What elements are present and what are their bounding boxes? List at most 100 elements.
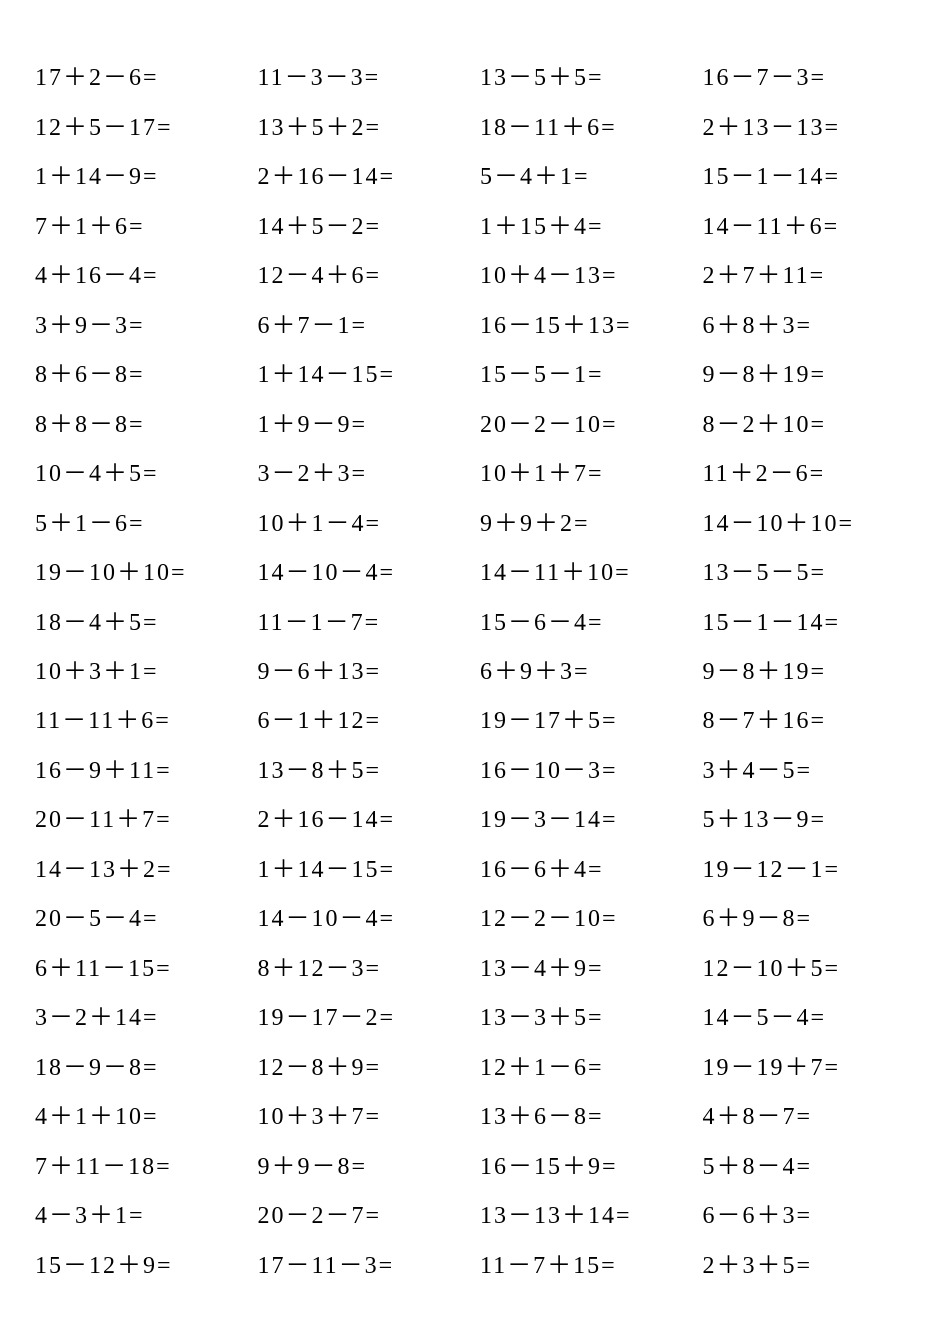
- math-problem: 6－1＋12=: [258, 693, 466, 742]
- math-problem: 1＋14－15=: [258, 347, 466, 396]
- math-problem: 15－12＋9=: [35, 1238, 243, 1287]
- math-problem: 14＋5－2=: [258, 198, 466, 247]
- math-problem: 8＋12－3=: [258, 941, 466, 990]
- math-problem: 16－15＋9=: [480, 1139, 688, 1188]
- math-problem: 15－6－4=: [480, 594, 688, 643]
- math-problem: 6＋9－8=: [703, 891, 911, 940]
- math-problem: 17－11－3=: [258, 1238, 466, 1287]
- math-problem: 18－4＋5=: [35, 594, 243, 643]
- math-problem: 3＋4－5=: [703, 743, 911, 792]
- math-problem: 4＋16－4=: [35, 248, 243, 297]
- math-problem: 13－5＋5=: [480, 50, 688, 99]
- math-problem: 20－11＋7=: [35, 792, 243, 841]
- math-problem: 15－1－14=: [703, 149, 911, 198]
- math-problem: 4＋8－7=: [703, 1089, 911, 1138]
- math-problem: 16－15＋13=: [480, 297, 688, 346]
- math-problem: 14－5－4=: [703, 990, 911, 1039]
- math-problem: 8＋8－8=: [35, 396, 243, 445]
- math-problem: 6＋7－1=: [258, 297, 466, 346]
- math-problem: 9＋9＋2=: [480, 495, 688, 544]
- math-problem: 16－6＋4=: [480, 842, 688, 891]
- math-problem: 12－2－10=: [480, 891, 688, 940]
- math-problem: 9＋9－8=: [258, 1139, 466, 1188]
- math-problem: 3－2＋3=: [258, 446, 466, 495]
- math-problem: 8＋6－8=: [35, 347, 243, 396]
- math-problem: 1＋14－9=: [35, 149, 243, 198]
- math-problem: 2＋16－14=: [258, 149, 466, 198]
- math-problem: 2＋13－13=: [703, 99, 911, 148]
- math-problem: 14－10＋10=: [703, 495, 911, 544]
- math-problem: 4－3＋1=: [35, 1188, 243, 1237]
- math-problem: 19－17－2=: [258, 990, 466, 1039]
- math-problem: 13－3＋5=: [480, 990, 688, 1039]
- math-problem: 5＋1－6=: [35, 495, 243, 544]
- math-problem: 11＋2－6=: [703, 446, 911, 495]
- math-problem: 7＋1＋6=: [35, 198, 243, 247]
- math-problem: 11－7＋15=: [480, 1238, 688, 1287]
- math-problem: 10＋1－4=: [258, 495, 466, 544]
- math-problem: 9－8＋19=: [703, 347, 911, 396]
- math-problem: 8－7＋16=: [703, 693, 911, 742]
- math-problem: 20－5－4=: [35, 891, 243, 940]
- math-problem: 12－10＋5=: [703, 941, 911, 990]
- math-problem: 19－17＋5=: [480, 693, 688, 742]
- math-problem: 14－10－4=: [258, 545, 466, 594]
- math-problem: 2＋7＋11=: [703, 248, 911, 297]
- math-problem: 1＋15＋4=: [480, 198, 688, 247]
- math-problem: 13＋6－8=: [480, 1089, 688, 1138]
- math-problem: 11－11＋6=: [35, 693, 243, 742]
- math-problem: 12－4＋6=: [258, 248, 466, 297]
- math-problem: 11－3－3=: [258, 50, 466, 99]
- math-problem: 20－2－7=: [258, 1188, 466, 1237]
- math-problem: 13－4＋9=: [480, 941, 688, 990]
- math-problem: 14－11＋10=: [480, 545, 688, 594]
- math-problem: 10＋3＋1=: [35, 644, 243, 693]
- math-problem: 12＋1－6=: [480, 1040, 688, 1089]
- math-problem: 14－10－4=: [258, 891, 466, 940]
- math-problem: 5＋8－4=: [703, 1139, 911, 1188]
- math-problem: 13－5－5=: [703, 545, 911, 594]
- math-problem: 14－13＋2=: [35, 842, 243, 891]
- math-problem: 5－4＋1=: [480, 149, 688, 198]
- math-problem: 12＋5－17=: [35, 99, 243, 148]
- math-problem: 6－6＋3=: [703, 1188, 911, 1237]
- math-problem: 15－5－1=: [480, 347, 688, 396]
- math-problem: 9－8＋19=: [703, 644, 911, 693]
- math-problem: 19－19＋7=: [703, 1040, 911, 1089]
- math-problem: 13－8＋5=: [258, 743, 466, 792]
- math-problem: 10＋4－13=: [480, 248, 688, 297]
- math-problem: 16－10－3=: [480, 743, 688, 792]
- math-problem: 18－11＋6=: [480, 99, 688, 148]
- math-problem: 6＋8＋3=: [703, 297, 911, 346]
- math-problem: 4＋1＋10=: [35, 1089, 243, 1138]
- math-problem: 5＋13－9=: [703, 792, 911, 841]
- math-problem: 17＋2－6=: [35, 50, 243, 99]
- math-problem: 19－10＋10=: [35, 545, 243, 594]
- math-worksheet-grid: 17＋2－6=12＋5－17=1＋14－9=7＋1＋6=4＋16－4=3＋9－3…: [35, 50, 910, 1287]
- math-problem: 7＋11－18=: [35, 1139, 243, 1188]
- math-problem: 8－2＋10=: [703, 396, 911, 445]
- math-problem: 16－9＋11=: [35, 743, 243, 792]
- math-problem: 19－3－14=: [480, 792, 688, 841]
- math-problem: 14－11＋6=: [703, 198, 911, 247]
- math-problem: 10＋3＋7=: [258, 1089, 466, 1138]
- math-problem: 2＋3＋5=: [703, 1238, 911, 1287]
- math-problem: 10＋1＋7=: [480, 446, 688, 495]
- math-problem: 13＋5＋2=: [258, 99, 466, 148]
- math-problem: 1＋14－15=: [258, 842, 466, 891]
- math-problem: 16－7－3=: [703, 50, 911, 99]
- math-problem: 2＋16－14=: [258, 792, 466, 841]
- math-problem: 1＋9－9=: [258, 396, 466, 445]
- math-problem: 9－6＋13=: [258, 644, 466, 693]
- math-problem: 12－8＋9=: [258, 1040, 466, 1089]
- math-problem: 13－13＋14=: [480, 1188, 688, 1237]
- math-problem: 20－2－10=: [480, 396, 688, 445]
- math-problem: 19－12－1=: [703, 842, 911, 891]
- math-problem: 10－4＋5=: [35, 446, 243, 495]
- math-problem: 6＋9＋3=: [480, 644, 688, 693]
- math-problem: 11－1－7=: [258, 594, 466, 643]
- math-problem: 3＋9－3=: [35, 297, 243, 346]
- math-problem: 15－1－14=: [703, 594, 911, 643]
- math-problem: 18－9－8=: [35, 1040, 243, 1089]
- math-problem: 6＋11－15=: [35, 941, 243, 990]
